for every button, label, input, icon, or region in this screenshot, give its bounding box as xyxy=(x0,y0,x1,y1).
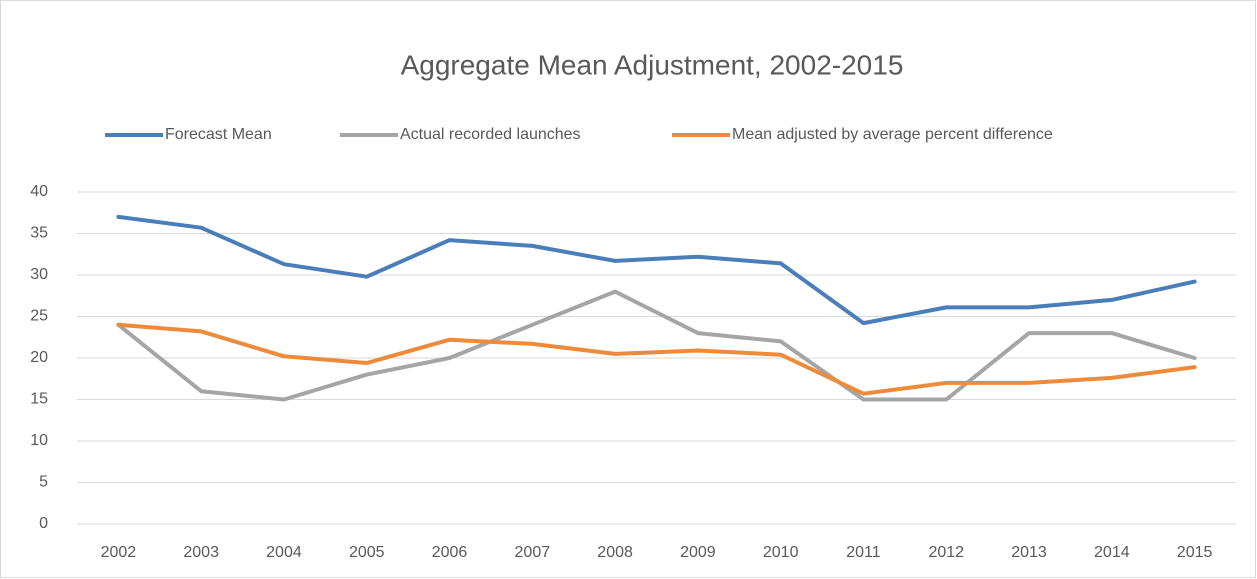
x-tick-label: 2013 xyxy=(1011,544,1047,561)
series-line xyxy=(116,214,1197,326)
x-tick-label: 2003 xyxy=(183,544,219,561)
x-tick-label: 2014 xyxy=(1094,544,1130,561)
series-line xyxy=(116,322,1197,396)
x-tick-label: 2007 xyxy=(515,544,551,561)
legend-label: Actual recorded launches xyxy=(400,126,581,143)
y-tick-label: 20 xyxy=(30,349,48,366)
y-tick-label: 25 xyxy=(30,308,48,325)
legend-label: Mean adjusted by average percent differe… xyxy=(732,126,1053,143)
x-tick-label: 2006 xyxy=(432,544,468,561)
y-tick-label: 10 xyxy=(30,432,48,449)
y-tick-label: 35 xyxy=(30,225,48,242)
y-tick-label: 5 xyxy=(39,474,48,491)
chart-title: Aggregate Mean Adjustment, 2002-2015 xyxy=(401,49,904,80)
series-line xyxy=(116,289,1197,402)
x-tick-label: 2005 xyxy=(349,544,385,561)
x-tick-label: 2008 xyxy=(597,544,633,561)
x-tick-label: 2010 xyxy=(763,544,799,561)
x-tick-label: 2002 xyxy=(101,544,137,561)
x-tick-label: 2011 xyxy=(846,544,881,561)
x-tick-label: 2009 xyxy=(680,544,716,561)
y-tick-label: 0 xyxy=(39,515,48,532)
legend-label: Forecast Mean xyxy=(165,126,272,143)
x-tick-label: 2004 xyxy=(266,544,302,561)
x-tick-label: 2012 xyxy=(928,544,964,561)
y-tick-label: 40 xyxy=(30,183,48,200)
y-tick-label: 15 xyxy=(30,391,48,408)
y-tick-label: 30 xyxy=(30,266,48,283)
x-tick-label: 2015 xyxy=(1177,544,1213,561)
